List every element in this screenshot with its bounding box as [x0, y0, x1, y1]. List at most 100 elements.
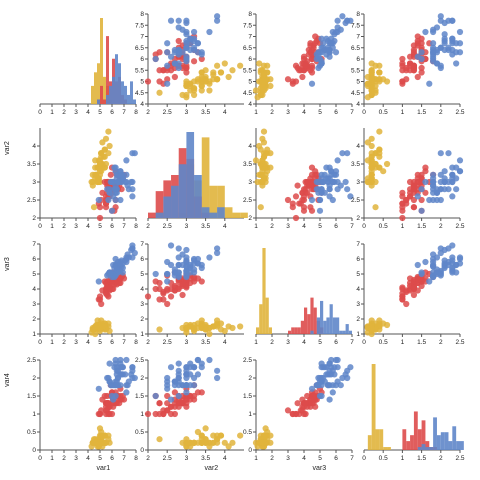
x-tick-label: 5	[318, 109, 322, 116]
scatter-point	[418, 40, 425, 47]
panel-r1-c0: 0 1 2 3 4 5 6 7 8 2 2.5 3 3.5 4 var2	[4, 128, 138, 230]
scatter-point	[318, 58, 325, 65]
x-tick-label: 2	[146, 455, 150, 462]
scatter-point	[164, 76, 171, 83]
x-tick-label: 5	[98, 109, 102, 116]
panel-r1-c3: 0 0.5 1 1.5 2 2.5 2 2.5 3 3.5 4	[351, 128, 465, 230]
y-tick-label: 2.5	[27, 357, 36, 364]
scatter-point	[426, 80, 433, 87]
scatter-point	[445, 186, 452, 193]
x-tick-label: 5	[318, 339, 322, 346]
scatter-point	[229, 324, 236, 332]
scatter-point	[175, 49, 182, 56]
histogram-bar	[425, 441, 430, 450]
scatter-point	[318, 178, 325, 186]
scatter-point	[383, 160, 391, 168]
x-tick-label: 2	[439, 223, 443, 230]
scatter-point	[202, 436, 209, 443]
scatter-point	[175, 400, 182, 407]
x-tick-label: 0	[362, 455, 366, 462]
scatter-point	[334, 186, 341, 193]
scatter-point	[383, 321, 391, 329]
x-tick-label: 4	[86, 339, 90, 346]
x-tick-label: 6	[110, 455, 114, 462]
y-tick-label: 0	[32, 447, 36, 454]
scatter-point	[368, 168, 375, 175]
scatter-point	[198, 264, 205, 272]
scatter-point	[183, 436, 190, 443]
scatter-point	[383, 78, 391, 85]
y-tick-label: 2.5	[243, 197, 252, 204]
scatter-point	[433, 254, 441, 261]
scatter-point	[284, 76, 292, 83]
histogram-bar	[256, 327, 260, 334]
scatter-point	[259, 78, 266, 85]
scatter-point	[171, 60, 178, 67]
y-tick-label: 0	[140, 447, 144, 454]
scatter-point	[422, 28, 429, 36]
y-tick-label: 5.5	[135, 67, 144, 74]
x-tick-label: 0	[38, 223, 42, 230]
scatter-point	[131, 374, 138, 382]
scatter-point	[156, 436, 163, 443]
y-tick-label: 4	[248, 101, 252, 108]
y-tick-label: 7	[140, 34, 144, 41]
histogram-bar	[201, 207, 210, 218]
scatter-point	[167, 364, 175, 371]
x-tick-label: 1.5	[417, 109, 426, 116]
scatter-point	[202, 321, 209, 329]
y-tick-label: 2	[248, 215, 252, 222]
scatter-point	[96, 324, 104, 332]
scatter-point	[144, 293, 152, 300]
y-axis-title: var3	[4, 257, 11, 271]
scatter-point	[284, 407, 292, 414]
x-tick-label: 7	[122, 455, 126, 462]
y-tick-label: 6.5	[135, 45, 144, 52]
scatter-point	[187, 261, 194, 269]
scatter-point	[403, 76, 410, 83]
histogram-bar	[421, 420, 426, 450]
x-tick-label: 0	[362, 223, 366, 230]
scatter-point	[190, 91, 198, 99]
scatter-point	[106, 189, 113, 196]
scatter-point	[194, 439, 202, 446]
y-tick-label: 3	[248, 179, 252, 186]
y-tick-label: 2	[32, 215, 36, 222]
scatter-point	[320, 374, 327, 382]
y-tick-label: 6	[356, 256, 360, 263]
x-tick-label: 1	[50, 223, 54, 230]
histogram-bar	[339, 330, 343, 334]
histogram-bar	[106, 36, 109, 104]
x-tick-label: 1	[401, 339, 405, 346]
x-axis-title: var1	[97, 465, 111, 472]
scatter-point	[376, 150, 383, 157]
histogram-bar	[217, 207, 225, 218]
scatter-point	[257, 67, 264, 74]
scatter-point	[198, 51, 205, 58]
scatter-point	[94, 178, 101, 186]
x-tick-label: 8	[134, 455, 138, 462]
y-tick-label: 7	[356, 241, 360, 248]
x-tick-label: 2	[146, 223, 150, 230]
scatter-point	[164, 270, 171, 278]
x-tick-label: 3	[185, 223, 189, 230]
histogram-bar	[383, 447, 388, 450]
scatter-point	[96, 160, 104, 168]
scatter-point	[112, 186, 119, 193]
panel-r0-c2: 1 2 3 4 5 6 7 4 4.5 5 5.5 6 6.5 7 7.5 8	[243, 11, 354, 116]
x-tick-label: 2	[146, 339, 150, 346]
scatter-point	[267, 150, 274, 157]
scatter-point	[456, 157, 464, 164]
scatter-point	[449, 17, 456, 24]
scatter-point	[437, 17, 444, 24]
scatter-point	[190, 87, 198, 94]
scatter-point	[426, 278, 433, 285]
scatter-point	[410, 62, 418, 69]
scatter-point	[307, 204, 314, 211]
scatter-point	[117, 260, 124, 267]
scatter-point	[198, 82, 205, 90]
scatter-point	[368, 324, 375, 332]
histogram-bar	[171, 185, 179, 218]
x-tick-label: 1	[254, 223, 258, 230]
